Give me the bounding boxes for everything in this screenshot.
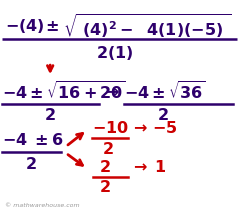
Text: $\mathbf{2}$: $\mathbf{2}$ — [99, 159, 111, 175]
Text: $\mathbf{\rightarrow}$: $\mathbf{\rightarrow}$ — [102, 84, 119, 99]
Text: $\mathbf{-4\pm\sqrt{16+20}}$: $\mathbf{-4\pm\sqrt{16+20}}$ — [2, 81, 126, 103]
Text: $\mathbf{-4\pm\sqrt{36}}$: $\mathbf{-4\pm\sqrt{36}}$ — [124, 81, 206, 103]
Text: $\mathbf{2}$: $\mathbf{2}$ — [102, 141, 113, 157]
Text: $\mathbf{2(1)}$: $\mathbf{2(1)}$ — [96, 44, 133, 62]
Text: © mathwarehouse.com: © mathwarehouse.com — [5, 203, 79, 208]
Text: $\mathbf{\rightarrow}$: $\mathbf{\rightarrow}$ — [130, 159, 148, 174]
Text: $\mathbf{2}$: $\mathbf{2}$ — [99, 179, 111, 195]
Text: $\mathbf{\sqrt{\ (4)^{2}-\ \ 4(1)(-5)\ }}$: $\mathbf{\sqrt{\ (4)^{2}-\ \ 4(1)(-5)\ }… — [63, 13, 232, 40]
Text: $\mathbf{1}$: $\mathbf{1}$ — [154, 159, 166, 175]
Text: $\mathbf{-10}$: $\mathbf{-10}$ — [92, 120, 129, 136]
Text: $\mathbf{-4\ \pm 6}$: $\mathbf{-4\ \pm 6}$ — [2, 132, 64, 148]
Text: $\mathbf{\rightarrow}$: $\mathbf{\rightarrow}$ — [130, 120, 148, 135]
Text: $\mathbf{-(4)}$: $\mathbf{-(4)}$ — [5, 17, 44, 35]
Text: $\mathbf{-5}$: $\mathbf{-5}$ — [152, 120, 177, 136]
Text: $\mathbf{2}$: $\mathbf{2}$ — [25, 156, 37, 172]
Text: $\mathbf{2}$: $\mathbf{2}$ — [44, 107, 56, 123]
Text: $\mathbf{2}$: $\mathbf{2}$ — [157, 107, 168, 123]
Text: $\mathbf{\pm}$: $\mathbf{\pm}$ — [45, 19, 59, 34]
